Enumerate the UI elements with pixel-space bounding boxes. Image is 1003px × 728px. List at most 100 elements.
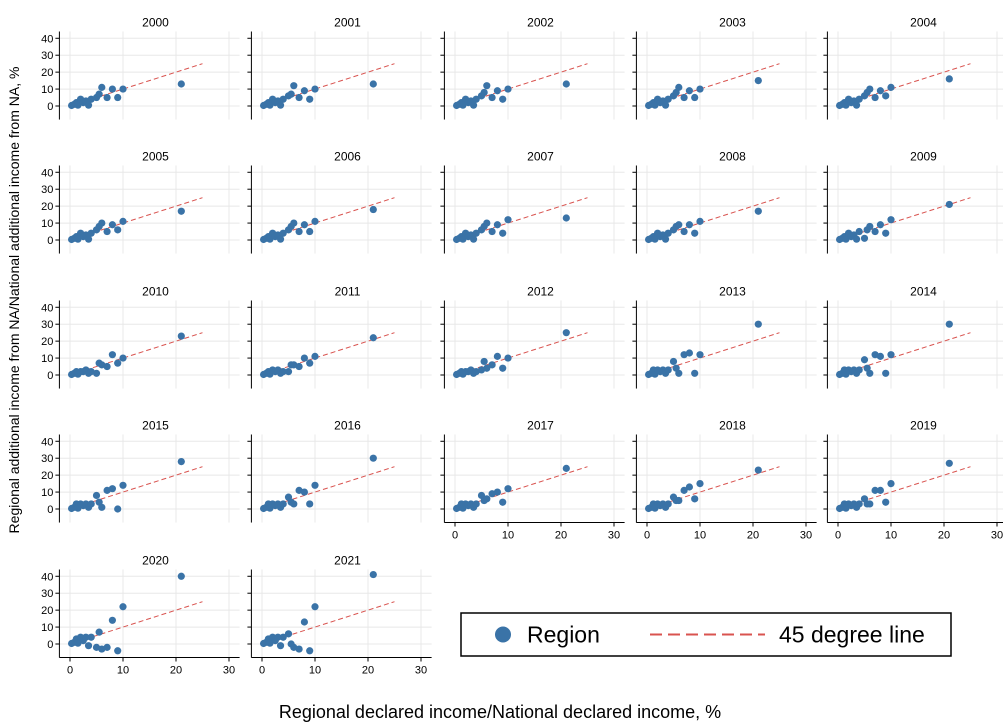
data-point xyxy=(661,101,670,109)
data-point xyxy=(82,633,90,641)
x-tick-label: 30 xyxy=(991,530,1003,542)
data-point xyxy=(852,101,861,109)
data-point xyxy=(685,87,694,95)
data-point xyxy=(871,93,879,102)
forty-five-degree-line xyxy=(261,601,395,645)
panel-title: 2008 xyxy=(719,150,746,164)
forty-five-degree-line xyxy=(646,466,780,510)
data-point xyxy=(300,221,308,229)
legend-line-label: 45 degree line xyxy=(779,622,925,648)
y-axis-label: Regional additional income from NA/Natio… xyxy=(6,67,22,534)
y-tick-label: 20 xyxy=(41,605,53,617)
data-point xyxy=(860,234,869,242)
panel-title: 2007 xyxy=(527,150,554,164)
panel-2002: 2002 xyxy=(440,16,625,120)
data-point xyxy=(84,235,93,243)
data-point xyxy=(306,95,314,103)
panel-2019: 2019 0 10 20 30 xyxy=(823,419,1003,542)
data-point xyxy=(103,93,111,102)
data-point xyxy=(177,572,185,580)
panel-2004: 2004 xyxy=(823,16,1003,120)
data-point xyxy=(98,83,106,91)
x-tick-label: 20 xyxy=(362,665,374,677)
data-point xyxy=(871,486,879,494)
x-tick-label: 30 xyxy=(223,665,235,677)
data-point xyxy=(276,235,285,243)
panel-title: 2011 xyxy=(335,285,361,299)
forty-five-degree-line xyxy=(646,197,780,241)
data-point xyxy=(876,87,885,95)
panel-2013: 2013 xyxy=(632,285,817,389)
x-tick-label: 20 xyxy=(555,530,567,542)
x-tick-label: 0 xyxy=(259,665,265,677)
data-point xyxy=(855,95,863,103)
panel-title: 2015 xyxy=(142,419,169,433)
data-point xyxy=(311,217,319,225)
legend-point-marker xyxy=(495,626,511,643)
x-tick-label: 30 xyxy=(415,665,427,677)
y-tick-label: 30 xyxy=(41,184,53,196)
data-point xyxy=(488,93,496,102)
forty-five-degree-line xyxy=(69,466,203,510)
y-tick-label: 30 xyxy=(41,319,53,331)
data-point xyxy=(754,207,762,215)
x-tick-label: 10 xyxy=(885,530,897,542)
y-tick-label: 0 xyxy=(47,101,53,113)
data-point xyxy=(300,354,308,362)
data-point xyxy=(287,90,295,98)
panel-title: 2002 xyxy=(527,16,554,30)
data-point xyxy=(276,101,285,109)
data-point xyxy=(87,229,95,237)
panel-2005: 2005 0 10 20 30 40 xyxy=(41,150,240,254)
data-point xyxy=(311,603,319,611)
data-point xyxy=(103,227,111,236)
y-tick-label: 10 xyxy=(41,84,53,96)
panel-2011: 2011 xyxy=(247,285,432,389)
data-point xyxy=(882,369,890,377)
data-point xyxy=(866,500,874,508)
y-tick-label: 20 xyxy=(41,67,53,79)
data-point xyxy=(295,645,303,653)
x-tick-label: 10 xyxy=(694,530,706,542)
panel-2003: 2003 xyxy=(632,16,817,120)
data-point xyxy=(98,503,106,511)
data-point xyxy=(562,329,570,337)
y-tick-label: 10 xyxy=(41,622,53,634)
data-point xyxy=(691,229,699,237)
data-point xyxy=(483,364,491,372)
data-point xyxy=(685,483,694,491)
forty-five-degree-line xyxy=(69,332,203,376)
panel-2012: 2012 xyxy=(440,285,625,389)
data-point xyxy=(295,227,303,236)
data-point xyxy=(754,320,762,328)
data-point xyxy=(504,216,512,224)
data-point xyxy=(472,95,480,103)
panel-2016: 2016 xyxy=(247,419,432,523)
panel-title: 2014 xyxy=(910,285,937,299)
panel-2000: 2000 0 10 20 30 40 xyxy=(41,16,240,120)
data-point xyxy=(103,362,111,371)
data-point xyxy=(98,219,106,227)
data-point xyxy=(311,352,319,360)
panel-2018: 2018 0 10 20 30 xyxy=(632,419,817,542)
panel-title: 2003 xyxy=(719,16,746,30)
y-tick-label: 20 xyxy=(41,336,53,348)
data-point xyxy=(87,633,95,641)
data-point xyxy=(685,221,694,229)
data-point xyxy=(103,643,111,651)
panel-title: 2019 xyxy=(910,419,937,433)
y-tick-label: 0 xyxy=(47,504,53,516)
data-point xyxy=(119,354,127,362)
data-point xyxy=(480,88,488,97)
data-point xyxy=(493,221,501,229)
data-point xyxy=(177,332,185,340)
data-point xyxy=(114,647,122,655)
y-tick-label: 40 xyxy=(41,436,53,448)
data-point xyxy=(290,219,298,227)
data-point xyxy=(114,93,122,102)
y-tick-label: 0 xyxy=(47,639,53,651)
data-point xyxy=(177,207,185,215)
data-point xyxy=(696,480,704,488)
forty-five-degree-line xyxy=(454,466,588,510)
data-point xyxy=(887,480,895,488)
